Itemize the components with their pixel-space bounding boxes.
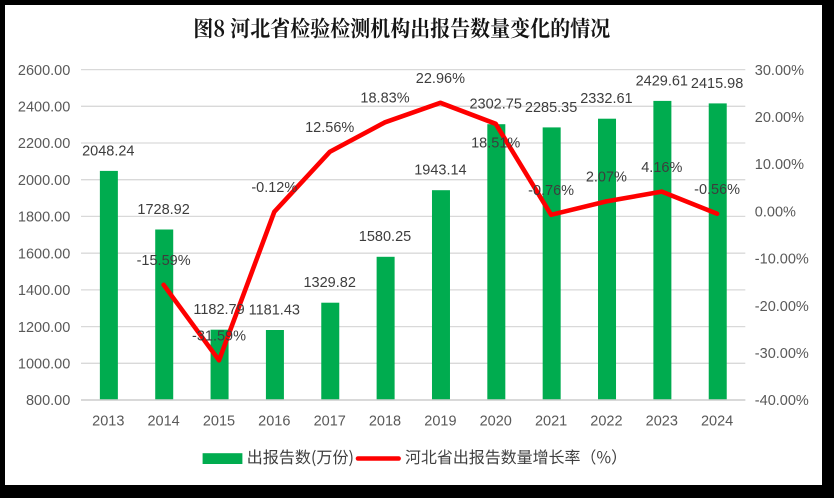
svg-text:-31.59%: -31.59% [192, 329, 246, 345]
svg-text:2023: 2023 [646, 413, 678, 429]
svg-text:1329.82: 1329.82 [303, 275, 355, 291]
svg-text:2400.00: 2400.00 [18, 100, 70, 116]
svg-text:2415.98: 2415.98 [691, 76, 743, 92]
svg-text:1400.00: 1400.00 [18, 283, 70, 299]
svg-text:2018: 2018 [369, 413, 401, 429]
svg-text:-20.00%: -20.00% [755, 299, 809, 315]
svg-text:2332.61: 2332.61 [580, 91, 632, 107]
svg-text:-15.59%: -15.59% [137, 253, 191, 269]
svg-text:12.56%: 12.56% [305, 120, 354, 136]
svg-text:-40.00%: -40.00% [755, 393, 809, 409]
svg-text:2024: 2024 [701, 413, 733, 429]
svg-text:0.00%: 0.00% [755, 204, 796, 220]
svg-text:2013: 2013 [92, 413, 124, 429]
svg-text:2285.35: 2285.35 [525, 100, 577, 116]
svg-text:10.00%: 10.00% [755, 157, 804, 173]
svg-text:1181.43: 1181.43 [249, 302, 300, 318]
svg-text:1000.00: 1000.00 [18, 357, 70, 373]
svg-text:2019: 2019 [424, 413, 456, 429]
svg-text:20.00%: 20.00% [755, 110, 804, 126]
svg-text:2200.00: 2200.00 [18, 136, 70, 152]
svg-text:2.07%: 2.07% [586, 170, 627, 186]
svg-text:2429.61: 2429.61 [636, 73, 688, 89]
svg-text:-0.76%: -0.76% [528, 183, 574, 199]
svg-text:2022: 2022 [590, 413, 622, 429]
svg-text:-10.00%: -10.00% [755, 252, 809, 268]
svg-text:18.83%: 18.83% [360, 91, 409, 107]
svg-text:18.51%: 18.51% [471, 136, 520, 152]
svg-text:2021: 2021 [535, 413, 567, 429]
svg-text:1182.79: 1182.79 [193, 302, 244, 318]
svg-text:-0.12%: -0.12% [251, 180, 297, 196]
svg-text:1200.00: 1200.00 [18, 320, 70, 336]
svg-text:2302.75: 2302.75 [469, 97, 521, 113]
svg-text:2014: 2014 [147, 413, 179, 429]
svg-text:-0.56%: -0.56% [694, 182, 740, 198]
svg-text:2048.24: 2048.24 [82, 143, 134, 159]
svg-text:1728.92: 1728.92 [137, 202, 189, 218]
svg-text:1800.00: 1800.00 [18, 210, 70, 226]
svg-text:1600.00: 1600.00 [18, 246, 70, 262]
svg-text:2600.00: 2600.00 [18, 63, 70, 79]
svg-text:30.00%: 30.00% [755, 63, 804, 79]
svg-text:22.96%: 22.96% [416, 71, 465, 87]
svg-text:2000.00: 2000.00 [18, 173, 70, 189]
svg-text:2016: 2016 [258, 413, 290, 429]
svg-text:1580.25: 1580.25 [359, 229, 411, 245]
svg-text:800.00: 800.00 [26, 393, 70, 409]
svg-text:2020: 2020 [480, 413, 512, 429]
svg-text:2015: 2015 [203, 413, 235, 429]
svg-text:-30.00%: -30.00% [755, 346, 809, 362]
svg-text:4.16%: 4.16% [641, 160, 682, 176]
svg-text:1943.14: 1943.14 [414, 163, 466, 179]
svg-text:2017: 2017 [314, 413, 346, 429]
